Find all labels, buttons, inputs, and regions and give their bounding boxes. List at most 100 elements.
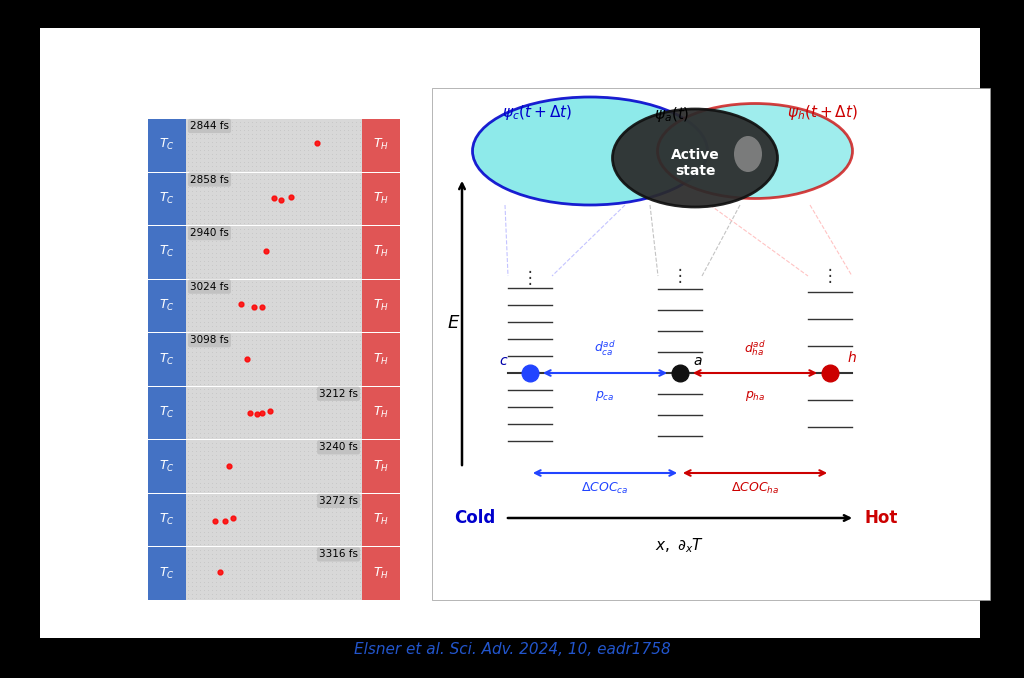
Point: [284, 124, 300, 135]
Point: [340, 503, 356, 514]
Point: [304, 553, 321, 563]
Point: [244, 144, 260, 155]
Point: [284, 370, 300, 381]
Text: $a$: $a$: [693, 354, 702, 368]
Point: [220, 317, 237, 327]
Point: [208, 557, 224, 567]
Point: [304, 277, 321, 287]
Point: [184, 412, 201, 423]
Point: [244, 218, 260, 228]
Point: [196, 469, 212, 480]
Point: [296, 218, 312, 228]
Point: [340, 305, 356, 316]
Point: [328, 252, 344, 262]
Point: [264, 297, 281, 308]
Point: [280, 466, 296, 477]
Point: [184, 481, 201, 492]
Point: [260, 243, 276, 254]
Point: [236, 136, 252, 147]
Point: [296, 156, 312, 167]
Point: [248, 544, 264, 555]
Point: [208, 164, 224, 175]
Point: [319, 198, 336, 209]
Point: [324, 190, 340, 201]
Point: [319, 346, 336, 357]
Point: [220, 491, 237, 502]
Point: [324, 544, 340, 555]
Point: [184, 227, 201, 238]
Point: [224, 227, 241, 238]
Point: [187, 458, 204, 468]
Point: [200, 210, 216, 220]
Point: [191, 370, 208, 381]
Point: [328, 544, 344, 555]
Point: [319, 342, 336, 353]
Point: [184, 527, 201, 538]
Point: [344, 190, 360, 201]
Point: [220, 573, 237, 584]
Point: [244, 198, 260, 209]
Point: [304, 334, 321, 345]
Point: [284, 400, 300, 411]
Point: [280, 313, 296, 323]
Point: [296, 553, 312, 563]
Point: [304, 160, 321, 171]
Point: [236, 325, 252, 336]
Point: [296, 170, 312, 180]
Point: [256, 124, 272, 135]
Point: [315, 485, 332, 496]
Point: [319, 553, 336, 563]
Point: [191, 441, 208, 452]
Point: [236, 450, 252, 460]
Point: [271, 194, 288, 205]
Point: [180, 573, 197, 584]
Point: [204, 515, 220, 526]
Point: [180, 450, 197, 460]
Point: [212, 374, 228, 385]
Point: [268, 553, 285, 563]
Point: [344, 519, 360, 530]
Point: [184, 124, 201, 135]
Point: [216, 330, 232, 341]
Point: [332, 214, 348, 224]
Point: [315, 128, 332, 139]
Point: [344, 305, 360, 316]
Point: [252, 593, 268, 603]
Point: [296, 342, 312, 353]
Point: [240, 338, 256, 349]
Point: [336, 164, 352, 175]
Text: ⋮: ⋮: [821, 267, 839, 285]
Point: [284, 308, 300, 319]
Point: [191, 469, 208, 480]
Point: [348, 317, 365, 327]
Point: [208, 231, 224, 242]
Point: [300, 392, 316, 403]
Point: [352, 432, 369, 443]
Point: [187, 565, 204, 576]
Point: [227, 308, 244, 319]
Point: [256, 477, 272, 488]
Point: [344, 297, 360, 308]
Point: [319, 473, 336, 484]
Point: [300, 412, 316, 423]
Point: [208, 289, 224, 300]
Point: [332, 289, 348, 300]
Point: [292, 388, 308, 399]
Point: [212, 531, 228, 542]
Point: [220, 281, 237, 292]
Point: [280, 330, 296, 341]
Point: [196, 252, 212, 262]
Point: [240, 507, 256, 518]
Point: [280, 462, 296, 473]
Point: [311, 124, 328, 135]
Point: [248, 416, 264, 426]
Point: [187, 239, 204, 250]
Point: [292, 156, 308, 167]
Point: [268, 210, 285, 220]
Point: [300, 267, 316, 278]
Point: [296, 289, 312, 300]
Point: [231, 308, 248, 319]
Point: [244, 481, 260, 492]
Point: [315, 366, 332, 377]
Point: [348, 338, 365, 349]
